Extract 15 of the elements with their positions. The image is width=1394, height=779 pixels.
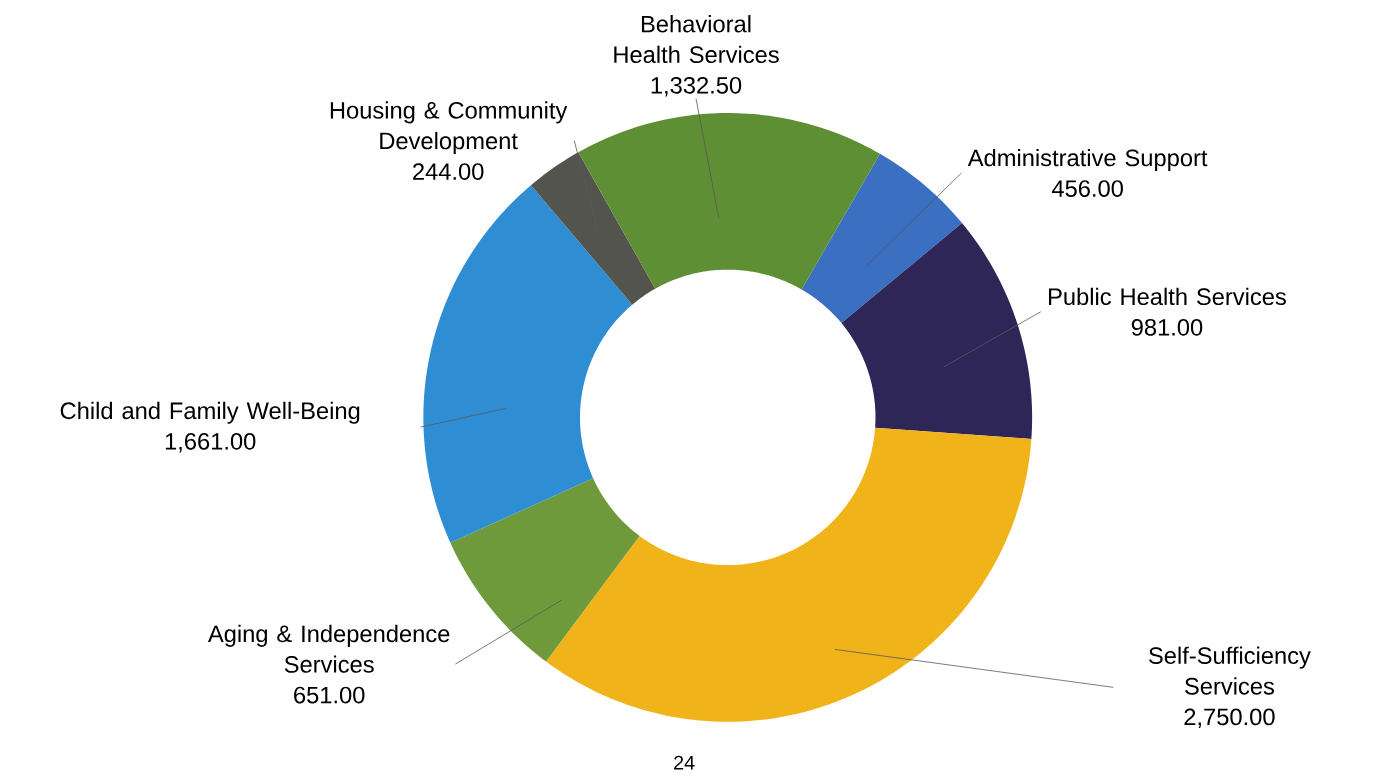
data-label: 1,661.00 <box>165 432 256 453</box>
slice-label: Child and Family Well-Being <box>60 401 360 424</box>
data-label: 1,332.50 <box>651 76 742 97</box>
slice-label: Behavioral Health Services <box>614 14 779 63</box>
data-label: 2,750.00 <box>1184 708 1275 728</box>
data-label: 244.00 <box>413 163 484 180</box>
data-label: 981.00 <box>1131 318 1203 336</box>
slice-label: Aging & Independence Services <box>207 624 450 673</box>
slice-label: Housing & Community Development <box>330 101 568 154</box>
data-label: 651.00 <box>294 686 365 704</box>
data-label: 456.00 <box>1051 180 1123 197</box>
slice-label: Public Health Services <box>1049 287 1286 305</box>
text: 24 <box>674 755 695 770</box>
slice-label: Administrative Support <box>967 148 1208 171</box>
slice-label: Self-Sufficiency Services <box>1149 646 1311 695</box>
